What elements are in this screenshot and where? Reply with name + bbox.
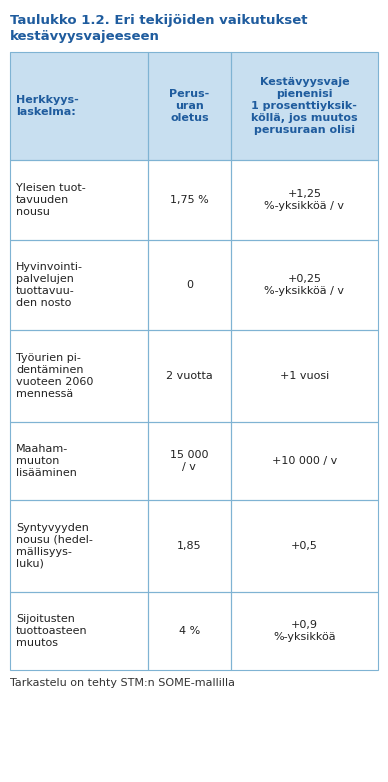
Bar [231, 330, 378, 422]
Bar [148, 52, 231, 160]
Bar [148, 592, 231, 670]
Bar [231, 422, 378, 500]
Text: 1,75 %: 1,75 % [170, 195, 209, 205]
Bar [10, 160, 148, 240]
Bar [10, 160, 148, 240]
Text: Sijoitusten
tuottoasteen
muutos: Sijoitusten tuottoasteen muutos [16, 614, 88, 648]
Text: 2 vuotta: 2 vuotta [166, 371, 213, 381]
Text: Hyvinvointi-
palvelujen
tuottavuu-
den nosto: Hyvinvointi- palvelujen tuottavuu- den n… [16, 262, 83, 308]
Bar [231, 240, 378, 330]
Text: Perus-
uran
oletus: Perus- uran oletus [169, 89, 210, 123]
Bar [10, 240, 148, 330]
Bar [10, 592, 148, 670]
Text: 4 %: 4 % [179, 626, 200, 636]
Bar [231, 330, 378, 422]
Bar [148, 160, 231, 240]
Text: Syntyvyyden
nousu (hedel-
mällisyys-
luku): Syntyvyyden nousu (hedel- mällisyys- luk… [16, 523, 93, 569]
Bar [10, 592, 148, 670]
Text: Kestävyysvaje
pienenisi
1 prosenttiyksik-
köllä, jos muutos
perusuraan olisi: Kestävyysvaje pienenisi 1 prosenttiyksik… [251, 77, 358, 135]
Bar [231, 240, 378, 330]
Bar [10, 330, 148, 422]
Bar [10, 52, 148, 160]
Text: +10 000 / v: +10 000 / v [272, 456, 337, 466]
Text: Herkkyys-
laskelma:: Herkkyys- laskelma: [16, 95, 79, 117]
Bar [10, 240, 148, 330]
Text: 1,85: 1,85 [177, 541, 202, 551]
Bar [10, 422, 148, 500]
Bar [148, 330, 231, 422]
Text: Tarkastelu on tehty STM:n SOME-mallilla: Tarkastelu on tehty STM:n SOME-mallilla [10, 678, 235, 688]
Bar [231, 160, 378, 240]
Text: Taulukko 1.2. Eri tekijöiden vaikutukset: Taulukko 1.2. Eri tekijöiden vaikutukset [10, 14, 308, 27]
Bar [148, 52, 231, 160]
Bar [10, 500, 148, 592]
Bar [231, 500, 378, 592]
Bar [148, 422, 231, 500]
Text: Yleisen tuot-
tavuuden
nousu: Yleisen tuot- tavuuden nousu [16, 183, 86, 217]
Bar [231, 422, 378, 500]
Text: +0,5: +0,5 [291, 541, 318, 551]
Text: +1,25
%-yksikköä / v: +1,25 %-yksikköä / v [264, 189, 345, 211]
Bar [10, 330, 148, 422]
Bar [231, 160, 378, 240]
Bar [10, 500, 148, 592]
Text: 15 000
/ v: 15 000 / v [170, 450, 209, 472]
Text: 0: 0 [186, 280, 193, 290]
Text: +1 vuosi: +1 vuosi [280, 371, 329, 381]
Bar [10, 52, 148, 160]
Bar [148, 240, 231, 330]
Bar [231, 52, 378, 160]
Bar [231, 592, 378, 670]
Bar [148, 592, 231, 670]
Bar [148, 500, 231, 592]
Bar [231, 500, 378, 592]
Bar [148, 330, 231, 422]
Text: Työurien pi-
dentäminen
vuoteen 2060
mennessä: Työurien pi- dentäminen vuoteen 2060 men… [16, 353, 94, 399]
Bar [148, 500, 231, 592]
Text: +0,25
%-yksikköä / v: +0,25 %-yksikköä / v [264, 274, 345, 296]
Bar [231, 52, 378, 160]
Bar [231, 592, 378, 670]
Bar [10, 422, 148, 500]
Text: Maaham-
muuton
lisääminen: Maaham- muuton lisääminen [16, 444, 77, 478]
Text: +0,9
%-yksikköä: +0,9 %-yksikköä [273, 620, 336, 642]
Text: kestävyysvajeeseen: kestävyysvajeeseen [10, 30, 160, 43]
Bar [148, 240, 231, 330]
Bar [148, 422, 231, 500]
Bar [148, 160, 231, 240]
